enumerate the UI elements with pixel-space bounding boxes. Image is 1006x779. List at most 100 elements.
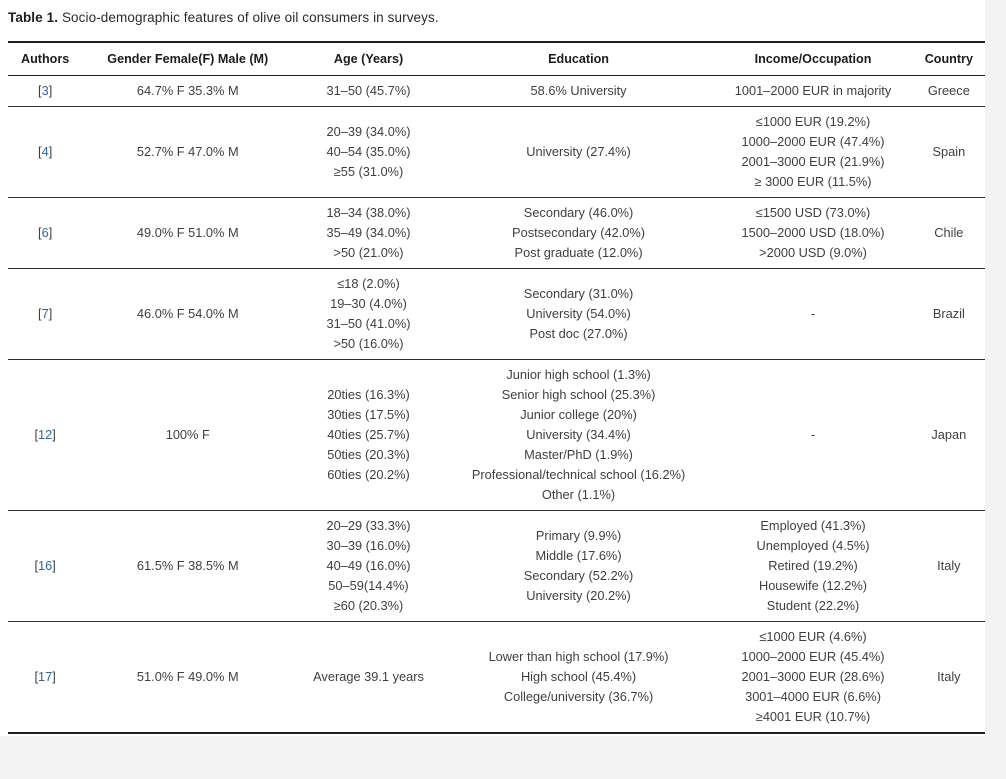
cell-line: Junior high school (1.3%) (506, 367, 651, 382)
authors-cell: [3] (8, 75, 83, 107)
gender-cell: 64.7% F 35.3% M (82, 75, 294, 107)
age-cell: 31–50 (45.7%) (293, 75, 444, 107)
cell-line: Senior high school (25.3%) (501, 387, 656, 402)
education-cell: University (27.4%) (443, 106, 714, 198)
cell-line: 58.6% University (530, 83, 627, 98)
cell-line: Junior college (20%) (520, 407, 637, 422)
column-header-education: Education (443, 41, 714, 76)
table-row: [6] 49.0% F 51.0% M 18–34 (38.0%) 35–49 (34… (8, 197, 985, 269)
cell-line: 2001–3000 EUR (21.9%) (741, 154, 885, 169)
cell-line: 64.7% F 35.3% M (136, 83, 239, 98)
education-cell: Secondary (46.0%) Postsecondary (42.0%) Po… (443, 197, 714, 269)
citation-link[interactable]: 7 (41, 306, 49, 321)
cell-line: 100% F (165, 427, 210, 442)
cell-line: Post graduate (12.0%) (514, 245, 643, 260)
citation-link[interactable]: 3 (41, 83, 49, 98)
cell-line: 3001–4000 EUR (6.6%) (745, 689, 881, 704)
gender-cell: 100% F (82, 359, 294, 511)
cell-line: >50 (16.0%) (333, 336, 404, 351)
citation-bracket-open: [ (38, 144, 42, 159)
cell-line: 1000–2000 EUR (45.4%) (741, 649, 885, 664)
age-cell: ≤18 (2.0%) 19–30 (4.0%) 31–50 (41.0%) >50 (… (293, 268, 444, 360)
cell-line: 49.0% F 51.0% M (136, 225, 239, 240)
gender-cell: 52.7% F 47.0% M (82, 106, 294, 198)
age-cell: 18–34 (38.0%) 35–49 (34.0%) >50 (21.0%) (293, 197, 444, 269)
cell-line: 20–29 (33.3%) (326, 518, 411, 533)
age-cell: Average 39.1 years (293, 621, 444, 734)
cell-line: University (20.2%) (526, 588, 631, 603)
citation-bracket-open: [ (34, 558, 38, 573)
cell-line: 19–30 (4.0%) (330, 296, 407, 311)
cell-line: 51.0% F 49.0% M (136, 669, 239, 684)
cell-line: 40–49 (16.0%) (326, 558, 411, 573)
cell-line: >50 (21.0%) (333, 245, 404, 260)
table-header: Authors Gender Female(F) Male (M) Age (Y… (8, 41, 985, 76)
income-cell: 1001–2000 EUR in majority (713, 75, 913, 107)
cell-line: - (810, 306, 816, 321)
cell-line: Postsecondary (42.0%) (512, 225, 646, 240)
cell-line: 50–59(14.4%) (328, 578, 409, 593)
cell-line: Professional/technical school (16.2%) (471, 467, 686, 482)
cell-line: 20–39 (34.0%) (326, 124, 411, 139)
cell-line: - (810, 427, 816, 442)
citation-link[interactable]: 12 (38, 427, 53, 442)
authors-cell: [17] (8, 621, 83, 734)
age-cell: 20–29 (33.3%) 30–39 (16.0%) 40–49 (16.0%) 5… (293, 510, 444, 622)
citation-bracket-open: [ (34, 669, 38, 684)
cell-line: Student (22.2%) (766, 598, 860, 613)
table-caption-text: Socio-demographic features of olive oil … (61, 10, 439, 25)
cell-line: ≥60 (20.3%) (333, 598, 404, 613)
education-cell: Secondary (31.0%) University (54.0%) Post … (443, 268, 714, 360)
cell-line: ≥4001 EUR (10.7%) (755, 709, 871, 724)
education-cell: 58.6% University (443, 75, 714, 107)
country-cell: Spain (912, 106, 985, 198)
authors-cell: [12] (8, 359, 83, 511)
cell-line: 30ties (17.5%) (327, 407, 410, 422)
cell-line: Lower than high school (17.9%) (488, 649, 669, 664)
cell-line: 20ties (16.3%) (327, 387, 410, 402)
cell-line: ≤1000 EUR (19.2%) (755, 114, 871, 129)
citation-bracket-close: ] (48, 306, 53, 321)
citation-link[interactable]: 6 (41, 225, 49, 240)
cell-line: Master/PhD (1.9%) (524, 447, 633, 462)
gender-cell: 49.0% F 51.0% M (82, 197, 294, 269)
age-cell: 20–39 (34.0%) 40–54 (35.0%) ≥55 (31.0%) (293, 106, 444, 198)
cell-line: 1500–2000 USD (18.0%) (741, 225, 885, 240)
cell-line: 50ties (20.3%) (327, 447, 410, 462)
cell-line: 61.5% F 38.5% M (136, 558, 239, 573)
country-cell: Italy (912, 510, 985, 622)
cell-line: Employed (41.3%) (760, 518, 866, 533)
cell-line: University (27.4%) (526, 144, 631, 159)
cell-line: Unemployed (4.5%) (756, 538, 870, 553)
cell-line: Other (1.1%) (541, 487, 616, 502)
cell-line: >2000 USD (9.0%) (759, 245, 867, 260)
gender-cell: 51.0% F 49.0% M (82, 621, 294, 734)
cell-line: 1000–2000 EUR (47.4%) (741, 134, 885, 149)
cell-line: 18–34 (38.0%) (326, 205, 411, 220)
cell-line: 40–54 (35.0%) (326, 144, 411, 159)
country-cell: Greece (912, 75, 985, 107)
authors-cell: [6] (8, 197, 83, 269)
education-cell: Junior high school (1.3%) Senior high sch… (443, 359, 714, 511)
cell-line: Post doc (27.0%) (529, 326, 628, 341)
citation-bracket-open: [ (38, 225, 42, 240)
cell-line: ≤1000 EUR (4.6%) (759, 629, 867, 644)
country-cell: Chile (912, 197, 985, 269)
citation-link[interactable]: 4 (41, 144, 49, 159)
cell-line: University (34.4%) (526, 427, 631, 442)
cell-line: 52.7% F 47.0% M (136, 144, 239, 159)
column-header-country: Country (912, 41, 985, 76)
cell-line: 30–39 (16.0%) (326, 538, 411, 553)
cell-line: Secondary (46.0%) (523, 205, 634, 220)
citation-link[interactable]: 17 (38, 669, 53, 684)
age-cell: 20ties (16.3%) 30ties (17.5%) 40ties (25.7… (293, 359, 444, 511)
citation-link[interactable]: 16 (38, 558, 53, 573)
table-row: [7] 46.0% F 54.0% M ≤18 (2.0%) 19–30 (4.0%)… (8, 268, 985, 360)
gender-cell: 61.5% F 38.5% M (82, 510, 294, 622)
citation-bracket-close: ] (48, 144, 53, 159)
cell-line: ≤18 (2.0%) (337, 276, 400, 291)
cell-line: University (54.0%) (526, 306, 631, 321)
cell-line: Average 39.1 years (313, 669, 424, 684)
column-header-authors: Authors (8, 41, 83, 76)
